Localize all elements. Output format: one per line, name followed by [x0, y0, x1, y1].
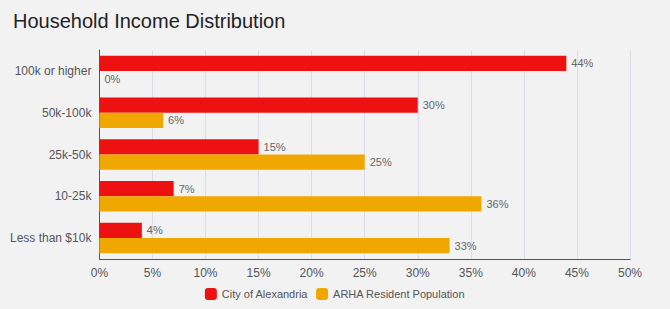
svg-text:45%: 45% — [565, 266, 589, 280]
svg-text:15%: 15% — [247, 266, 271, 280]
svg-text:7%: 7% — [179, 183, 195, 195]
svg-text:36%: 36% — [486, 198, 508, 210]
svg-text:City of Alexandria: City of Alexandria — [222, 288, 308, 300]
svg-text:30%: 30% — [423, 99, 445, 111]
svg-text:30%: 30% — [406, 266, 430, 280]
svg-text:50k-100k: 50k-100k — [42, 106, 92, 120]
svg-text:44%: 44% — [571, 57, 593, 69]
svg-text:33%: 33% — [455, 240, 477, 252]
svg-text:Household Income Distribution: Household Income Distribution — [13, 10, 285, 32]
svg-text:0%: 0% — [104, 73, 120, 85]
svg-text:40%: 40% — [512, 266, 536, 280]
svg-text:25k-50k: 25k-50k — [49, 148, 93, 162]
svg-text:Less than $10k: Less than $10k — [10, 231, 92, 245]
svg-text:0%: 0% — [91, 266, 109, 280]
svg-text:25%: 25% — [370, 156, 392, 168]
svg-text:35%: 35% — [459, 266, 483, 280]
svg-text:50%: 50% — [618, 266, 642, 280]
svg-text:25%: 25% — [353, 266, 377, 280]
svg-text:6%: 6% — [168, 114, 184, 126]
svg-text:100k or higher: 100k or higher — [15, 64, 92, 78]
svg-text:20%: 20% — [300, 266, 324, 280]
svg-text:15%: 15% — [264, 141, 286, 153]
svg-text:10-25k: 10-25k — [55, 189, 93, 203]
svg-text:5%: 5% — [144, 266, 162, 280]
svg-text:10%: 10% — [193, 266, 217, 280]
svg-text:ARHA Resident Population: ARHA Resident Population — [333, 288, 464, 300]
svg-text:4%: 4% — [147, 224, 163, 236]
